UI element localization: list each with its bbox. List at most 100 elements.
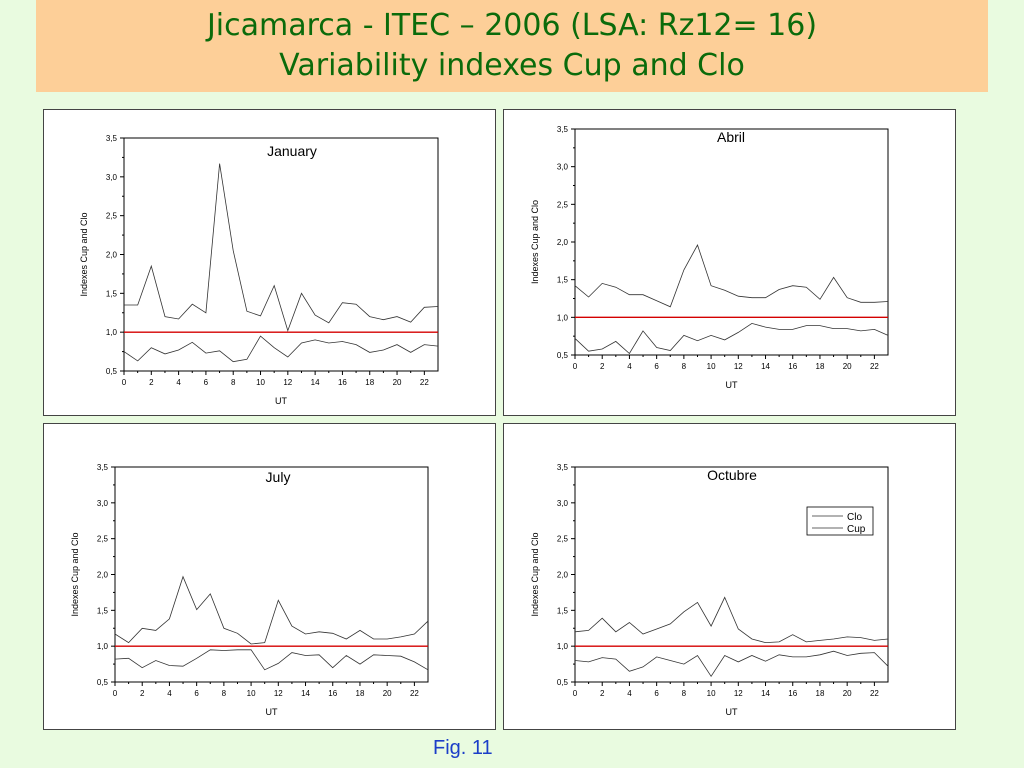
y-tick-label: 3,5: [557, 463, 569, 472]
y-tick-label: 0,5: [97, 678, 109, 687]
y-tick-label: 3,5: [106, 134, 118, 143]
y-tick-label: 1,5: [557, 276, 569, 285]
y-tick-label: 2,5: [557, 200, 569, 209]
chart-title: July: [266, 469, 291, 485]
x-tick-label: 2: [140, 689, 145, 698]
y-tick-label: 2,0: [97, 571, 109, 580]
y-tick-label: 1,0: [97, 642, 109, 651]
x-tick-label: 14: [311, 378, 320, 387]
plot-frame: [114, 466, 429, 683]
x-tick-label: 6: [204, 378, 209, 387]
x-tick-label: 6: [654, 689, 659, 698]
figure-caption: Fig. 11: [433, 737, 493, 759]
y-tick-label: 3,5: [557, 125, 569, 134]
x-tick-label: 14: [761, 689, 770, 698]
chart-panel-abril: 0,5 1,0 1,5 2,0 2,5 3,0 3,5 0 2 4 6 8 10 12 14 16 18 20 22…: [503, 109, 956, 416]
y-tick-label: 2,0: [557, 571, 569, 580]
series-line-upper: [574, 244, 889, 308]
series-line-lower: [574, 322, 889, 355]
x-tick-label: 0: [573, 689, 578, 698]
y-tick-label: 2,5: [557, 535, 569, 544]
x-tick-label: 4: [627, 362, 632, 371]
x-tick-label: 2: [600, 689, 605, 698]
y-tick-label: 0,5: [557, 351, 569, 360]
y-tick-label: 3,0: [557, 499, 569, 508]
x-tick-label: 12: [283, 378, 292, 387]
y-tick-label: 2,5: [106, 212, 118, 221]
y-tick-label: 1,5: [97, 606, 109, 615]
x-tick-label: 6: [654, 362, 659, 371]
y-axis-label: Indexes Cup and Clo: [70, 532, 80, 616]
y-axis-label: Indexes Cup and Clo: [530, 532, 540, 616]
x-tick-label: 20: [843, 362, 852, 371]
x-tick-label: 22: [870, 362, 879, 371]
x-tick-label: 14: [301, 689, 310, 698]
chart-abril: 0,5 1,0 1,5 2,0 2,5 3,0 3,5 0 2 4 6 8 10 12 14 16 18 20 22…: [530, 125, 889, 390]
x-tick-label: 2: [149, 378, 154, 387]
x-tick-label: 22: [410, 689, 419, 698]
slide-title: Jicamarca - ITEC – 2006 (LSA: Rz12= 16): [206, 8, 818, 43]
y-tick-label: 2,0: [106, 251, 118, 260]
x-tick-label: 10: [707, 689, 716, 698]
y-tick-label: 1,0: [106, 328, 118, 337]
x-tick-label: 16: [788, 689, 797, 698]
x-tick-label: 14: [761, 362, 770, 371]
chart-title: Abril: [717, 129, 745, 145]
y-tick-label: 0,5: [557, 678, 569, 687]
x-tick-label: 22: [420, 378, 429, 387]
x-tick-label: 4: [167, 689, 172, 698]
chart-july: 0,5 1,0 1,5 2,0 2,5 3,0 3,5 0 2 4 6 8 10 12 14 16 18 20 22…: [70, 463, 429, 717]
x-axis-label: UT: [266, 707, 278, 717]
x-tick-label: 16: [328, 689, 337, 698]
x-tick-label: 8: [682, 689, 687, 698]
legend-label: Cup: [847, 524, 866, 535]
x-tick-label: 4: [176, 378, 181, 387]
x-tick-label: 22: [870, 689, 879, 698]
y-tick-label: 1,5: [106, 289, 118, 298]
y-tick-label: 1,5: [557, 606, 569, 615]
x-axis-label: UT: [275, 396, 287, 406]
plot-frame: [574, 128, 889, 356]
series-line-upper: [124, 163, 439, 332]
title-banner: Jicamarca - ITEC – 2006 (LSA: Rz12= 16) …: [36, 0, 988, 92]
x-tick-label: 8: [231, 378, 236, 387]
chart-january: 0,5 1,0 1,5 2,0 2,5 3,0 3,5 0 2 4 6 8 10 12 14 16 18 20 22…: [79, 134, 439, 406]
y-axis-label: Indexes Cup and Clo: [79, 212, 89, 296]
y-tick-label: 3,5: [97, 463, 109, 472]
x-tick-label: 12: [274, 689, 283, 698]
x-tick-label: 16: [788, 362, 797, 371]
x-tick-label: 18: [365, 378, 374, 387]
plot-frame: [123, 137, 439, 372]
x-tick-label: 20: [393, 378, 402, 387]
slide-subtitle: Variability indexes Cup and Clo: [279, 48, 745, 83]
x-tick-label: 0: [573, 362, 578, 371]
x-tick-label: 16: [338, 378, 347, 387]
series-line-upper: [574, 596, 889, 644]
series-line-upper: [114, 575, 429, 645]
chart-title: January: [267, 143, 317, 159]
x-tick-label: 12: [734, 362, 743, 371]
y-axis-label: Indexes Cup and Clo: [530, 200, 540, 284]
x-tick-label: 6: [194, 689, 199, 698]
x-tick-label: 18: [816, 689, 825, 698]
x-tick-label: 8: [222, 689, 227, 698]
y-tick-label: 3,0: [557, 163, 569, 172]
chart-panel-january: 0,5 1,0 1,5 2,0 2,5 3,0 3,5 0 2 4 6 8 10 12 14 16 18 20 22…: [43, 109, 496, 416]
x-tick-label: 10: [707, 362, 716, 371]
chart-panel-july: 0,5 1,0 1,5 2,0 2,5 3,0 3,5 0 2 4 6 8 10 12 14 16 18 20 22…: [43, 423, 496, 730]
x-tick-label: 8: [682, 362, 687, 371]
y-tick-label: 2,0: [557, 238, 569, 247]
x-tick-label: 12: [734, 689, 743, 698]
x-tick-label: 0: [122, 378, 127, 387]
y-tick-label: 3,0: [106, 173, 118, 182]
plot-frame: [574, 466, 889, 683]
chart-panel-octubre: 0,5 1,0 1,5 2,0 2,5 3,0 3,5 0 2 4 6 8 10 12 14 16 18 20 22…: [503, 423, 956, 730]
x-tick-label: 18: [816, 362, 825, 371]
series-line-lower: [114, 649, 429, 671]
series-line-lower: [574, 650, 889, 678]
x-axis-label: UT: [726, 380, 738, 390]
x-tick-label: 10: [247, 689, 256, 698]
x-tick-label: 10: [256, 378, 265, 387]
y-tick-label: 1,0: [557, 313, 569, 322]
y-tick-label: 1,0: [557, 642, 569, 651]
